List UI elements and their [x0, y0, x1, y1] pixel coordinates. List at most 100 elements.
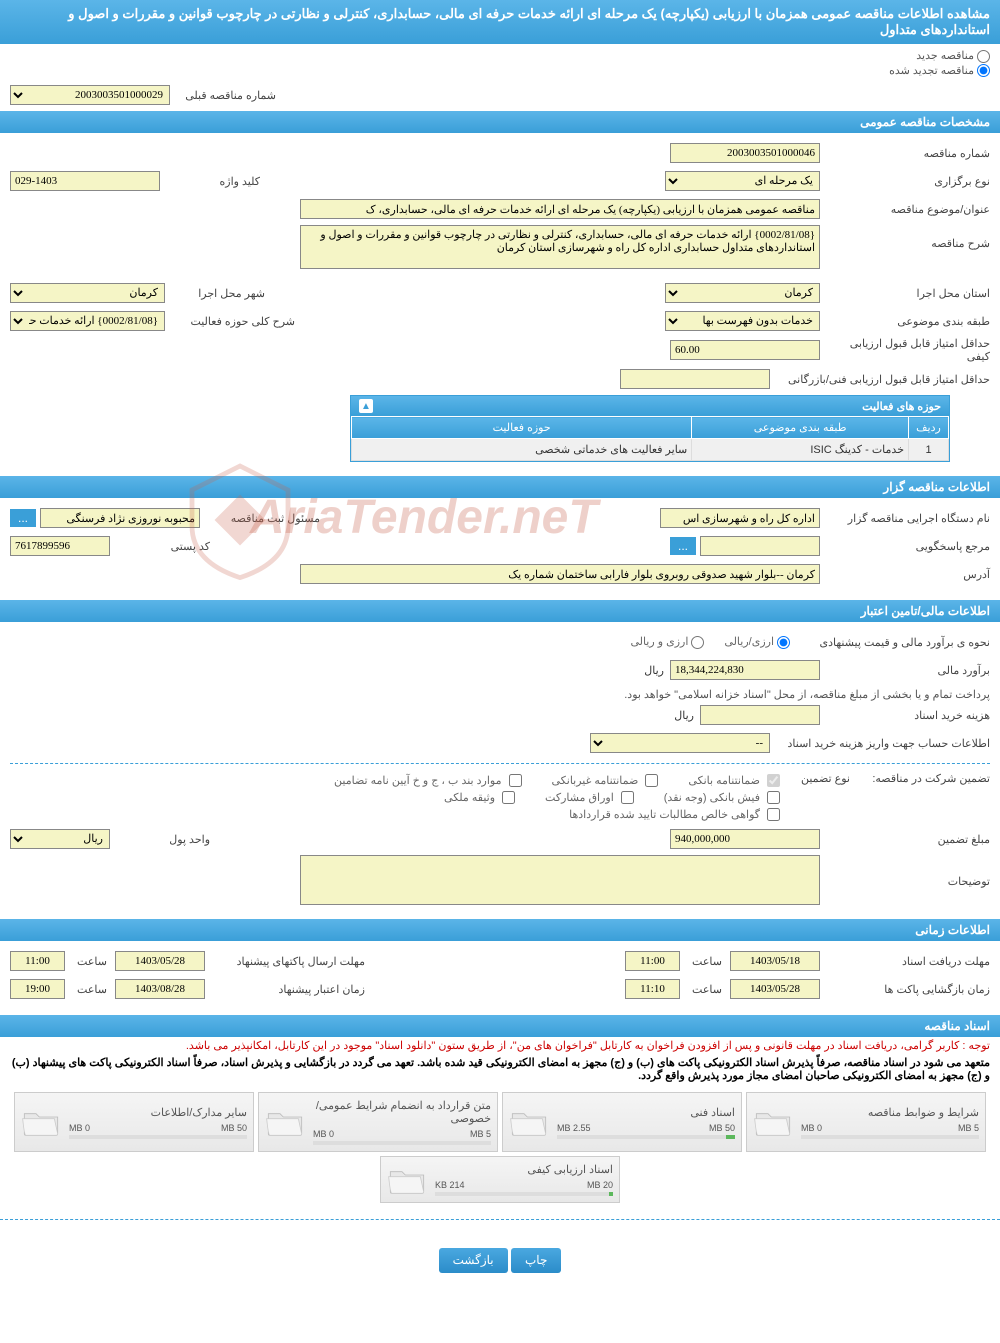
subject-input[interactable]: [300, 199, 820, 219]
min-tech-input[interactable]: [620, 369, 770, 389]
folder-icon: [509, 1106, 549, 1138]
notes-label: توضیحات: [820, 855, 990, 888]
receive-date[interactable]: [730, 951, 820, 971]
desc-label: شرح مناقصه: [820, 225, 990, 250]
time-label-3: ساعت: [680, 983, 730, 996]
col-field: حوزه فعالیت: [352, 417, 692, 439]
back-button[interactable]: بازگشت: [439, 1248, 508, 1273]
resp-input[interactable]: [40, 508, 200, 528]
tender-type-radios: مناقصه جدید مناقصه تجدید شده: [0, 44, 1000, 81]
unit-label: واحد پول: [110, 833, 210, 846]
open-label: زمان بازگشایی پاکت ها: [820, 983, 990, 996]
cb-g6[interactable]: [502, 791, 515, 804]
contact-label: مرجع پاسخگویی: [820, 540, 990, 553]
unit-select[interactable]: ریال: [10, 829, 110, 849]
contact-input[interactable]: [700, 536, 820, 556]
address-input[interactable]: [300, 564, 820, 584]
send-time[interactable]: [10, 951, 65, 971]
est-amount-label: برآورد مالی: [820, 664, 990, 677]
send-date[interactable]: [115, 951, 205, 971]
doc-card[interactable]: سایر مدارک/اطلاعات 50 MB0 MB: [14, 1092, 254, 1152]
activity-table-panel: حوزه های فعالیت ▲ ردیف طبقه بندی موضوعی …: [350, 395, 950, 462]
radio-renew[interactable]: [977, 64, 990, 77]
activity-desc-select[interactable]: {0002/81/08} ارائه خدمات حرفه ای مالی،: [10, 311, 165, 331]
min-quality-input[interactable]: [670, 340, 820, 360]
receive-time[interactable]: [625, 951, 680, 971]
open-date[interactable]: [730, 979, 820, 999]
guarantee-amount-input[interactable]: [670, 829, 820, 849]
number-input[interactable]: [670, 143, 820, 163]
radio-mixed[interactable]: [691, 636, 704, 649]
postal-input[interactable]: [10, 536, 110, 556]
page-title: مشاهده اطلاعات مناقصه عمومی همزمان با ار…: [0, 0, 1000, 44]
cb-g1[interactable]: [767, 774, 780, 787]
postal-label: کد پستی: [110, 540, 210, 553]
time-label-4: ساعت: [65, 983, 115, 996]
open-time[interactable]: [625, 979, 680, 999]
category-label: طبقه بندی موضوعی: [820, 315, 990, 328]
collapse-icon[interactable]: ▲: [359, 399, 373, 413]
doc-card[interactable]: اسناد ارزیابی کیفی 20 MB214 KB: [380, 1156, 620, 1203]
currency-label-2: ریال: [674, 709, 694, 722]
cb-g5[interactable]: [621, 791, 634, 804]
currency-label: ریال: [644, 664, 664, 677]
radio-rial[interactable]: [777, 636, 790, 649]
section-timing: اطلاعات زمانی: [0, 919, 1000, 941]
notes-textarea[interactable]: [300, 855, 820, 905]
cb-g2[interactable]: [645, 774, 658, 787]
cb-g7[interactable]: [767, 808, 780, 821]
table-row: 1خدمات - کدینگ ISICسایر فعالیت های خدمات…: [352, 439, 949, 461]
folder-icon: [387, 1164, 427, 1196]
doc-card[interactable]: شرایط و ضوابط مناقصه 5 MB0 MB: [746, 1092, 986, 1152]
province-label: استان محل اجرا: [820, 287, 990, 300]
activity-table-title: حوزه های فعالیت: [862, 400, 941, 413]
doc-card[interactable]: متن قرارداد به انضمام شرایط عمومی/خصوصی …: [258, 1092, 498, 1152]
radio-new[interactable]: [977, 50, 990, 63]
send-label: مهلت ارسال پاکتهای پیشنهاد: [205, 955, 365, 968]
category-select[interactable]: خدمات بدون فهرست بها: [665, 311, 820, 331]
resp-lookup-button[interactable]: ...: [10, 509, 36, 527]
account-select[interactable]: --: [590, 733, 770, 753]
type-select[interactable]: یک مرحله ای: [665, 171, 820, 191]
doc-cost-input[interactable]: [700, 705, 820, 725]
contact-lookup-button[interactable]: ...: [670, 537, 696, 555]
time-label-1: ساعت: [680, 955, 730, 968]
radio-new-label: مناقصه جدید: [916, 50, 974, 62]
time-label-2: ساعت: [65, 955, 115, 968]
valid-time[interactable]: [10, 979, 65, 999]
keyword-input[interactable]: [10, 171, 160, 191]
print-button[interactable]: چاپ: [511, 1248, 561, 1273]
treasury-note: پرداخت تمام و یا بخشی از مبلغ مناقصه، از…: [10, 686, 990, 703]
type-label: نوع برگزاری: [820, 175, 990, 188]
folder-icon: [265, 1106, 305, 1138]
min-tech-label: حداقل امتیاز قابل قبول ارزیابی فنی/بازرگ…: [770, 373, 990, 386]
number-label: شماره مناقصه: [820, 147, 990, 160]
subject-label: عنوان/موضوع مناقصه: [820, 203, 990, 216]
guarantee-type-label: نوع تضمین: [780, 772, 850, 785]
account-label: اطلاعات حساب جهت واریز هزینه خرید اسناد: [770, 737, 990, 750]
province-select[interactable]: کرمان: [665, 283, 820, 303]
cb-g3[interactable]: [509, 774, 522, 787]
exec-input[interactable]: [660, 508, 820, 528]
min-quality-label: حداقل امتیاز قابل قبول ارزیابی کیفی: [820, 337, 990, 363]
resp-label: مسئول ثبت مناقصه: [200, 512, 320, 525]
est-method-label: نحوه ی برآورد مالی و قیمت پیشنهادی: [790, 636, 990, 649]
guarantee-amount-label: مبلغ تضمین: [820, 833, 990, 846]
docs-note-2: متعهد می شود در اسناد مناقصه، صرفاً پذیر…: [0, 1054, 1000, 1084]
keyword-label: کلید واژه: [160, 175, 260, 188]
city-select[interactable]: کرمان: [10, 283, 165, 303]
doc-card[interactable]: اسناد فنی 50 MB2.55 MB: [502, 1092, 742, 1152]
folder-icon: [753, 1106, 793, 1138]
prev-number-select[interactable]: 2003003501000029: [10, 85, 170, 105]
doc-cost-label: هزینه خرید اسناد: [820, 709, 990, 722]
radio-renew-label: مناقصه تجدید شده: [889, 65, 974, 77]
receive-label: مهلت دریافت اسناد: [820, 955, 990, 968]
cb-g4[interactable]: [767, 791, 780, 804]
est-amount-input[interactable]: [670, 660, 820, 680]
section-docs: اسناد مناقصه: [0, 1015, 1000, 1037]
section-general: مشخصات مناقصه عمومی: [0, 111, 1000, 133]
valid-date[interactable]: [115, 979, 205, 999]
col-row: ردیف: [909, 417, 949, 439]
folder-icon: [21, 1106, 61, 1138]
desc-textarea[interactable]: {0002/81/08} ارائه خدمات حرفه ای مالی، ح…: [300, 225, 820, 269]
